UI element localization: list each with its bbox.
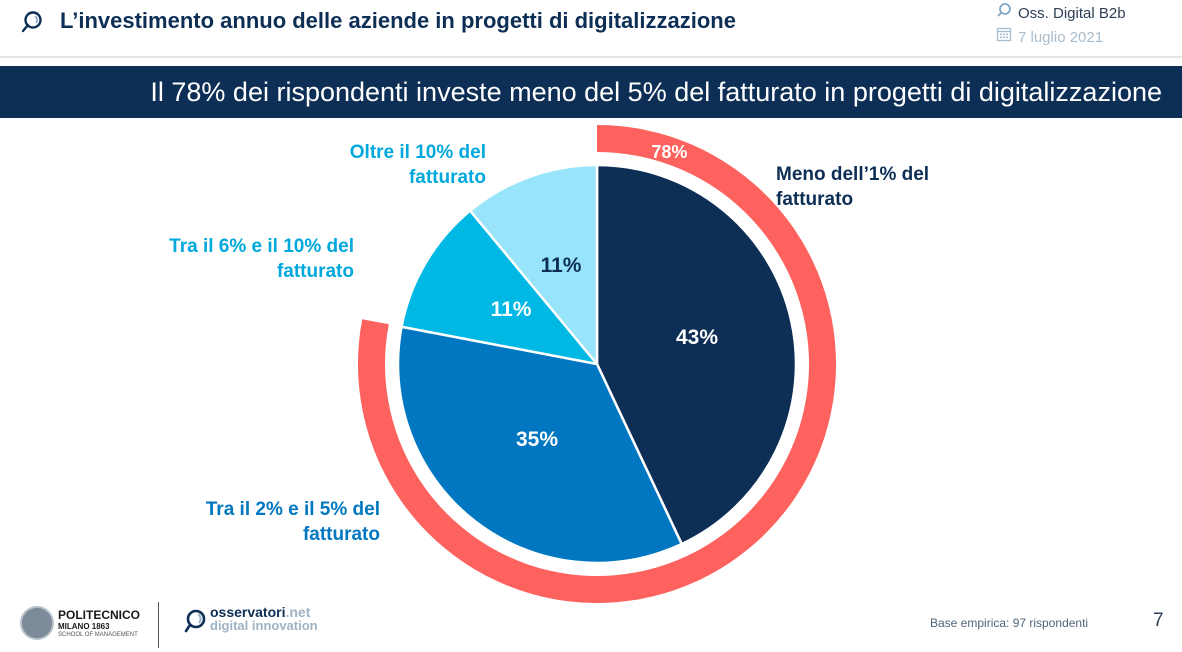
label-line: Meno dell’1% del	[776, 164, 930, 185]
label-line: Tra il 6% e il 10% del	[169, 236, 354, 257]
slice-value-label: 11%	[491, 298, 532, 321]
label-line: Tra il 2% e il 5% del	[205, 499, 380, 520]
slice-category-label: Meno dell’1% del fatturato	[776, 162, 929, 212]
brand-name-text: osservatori	[210, 604, 286, 620]
label-line: Oltre il 10% del	[349, 142, 486, 163]
observatory-meta: Oss. Digital B2b	[996, 2, 1126, 22]
slice-value-label: 35%	[516, 428, 558, 451]
key-finding-banner: Il 78% dei rispondenti investe meno del …	[0, 66, 1182, 118]
osservatori-logo-icon	[184, 609, 206, 633]
university-sub: MILANO 1863	[58, 622, 110, 631]
label-line: fatturato	[776, 189, 854, 210]
magnifier-logo-icon	[21, 11, 42, 33]
slice-value-label: 43%	[676, 326, 718, 349]
calendar-icon	[996, 26, 1018, 46]
slide-date: 7 luglio 2021	[1018, 29, 1104, 46]
slice-category-label: Tra il 6% e il 10% del fatturato	[169, 234, 354, 284]
brand-tld: .net	[285, 604, 311, 620]
highlight-ring-label: 78%	[651, 142, 687, 162]
slice-value-label: 11%	[541, 254, 582, 277]
slide-title: L’investimento annuo delle aziende in pr…	[60, 8, 736, 33]
pie-slice	[400, 209, 599, 366]
observatory-name: Oss. Digital B2b	[1018, 5, 1126, 22]
footer-divider	[158, 602, 159, 648]
university-name: POLITECNICO	[58, 608, 141, 622]
pie-slice	[468, 163, 599, 366]
label-line: fatturato	[302, 524, 380, 545]
label-line: fatturato	[276, 261, 354, 282]
date-meta: 7 luglio 2021	[996, 26, 1103, 46]
university-school: SCHOOL OF MANAGEMENT	[58, 632, 138, 638]
slice-category-label: Tra il 2% e il 5% del fatturato	[206, 497, 380, 547]
sample-base-note: Base empirica: 97 rispondenti	[930, 616, 1089, 630]
brand-name: osservatori.net	[210, 604, 310, 620]
brand-sub: digital innovation	[210, 618, 318, 633]
pie-slice	[396, 325, 683, 565]
pie-slice	[595, 163, 798, 546]
header-divider	[0, 56, 1182, 58]
label-line: fatturato	[408, 167, 486, 188]
magnifier-icon	[996, 2, 1018, 22]
slice-category-label: Oltre il 10% del fatturato	[350, 140, 486, 190]
page-number: 7	[1153, 610, 1164, 631]
university-seal-icon	[20, 606, 54, 640]
